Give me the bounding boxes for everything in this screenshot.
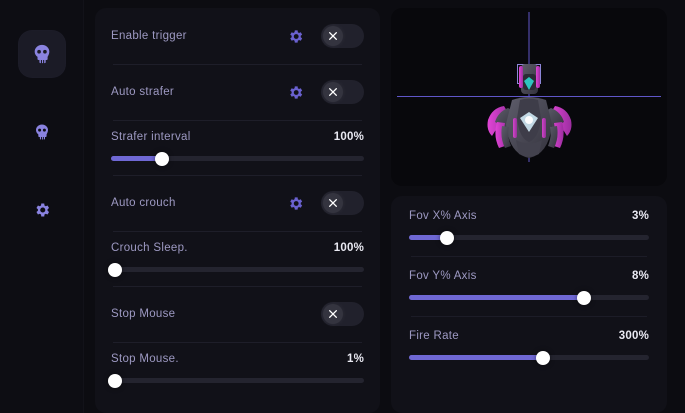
slider-fill — [409, 235, 448, 240]
slider-crouch-sleep: Crouch Sleep. 100% — [107, 231, 364, 286]
slider-header: Stop Mouse. 1% — [111, 353, 364, 365]
setting-label: Enable trigger — [111, 30, 187, 42]
slider-fire-rate: Fire Rate 300% — [409, 316, 649, 376]
settings-panel: Enable trigger — [95, 8, 380, 413]
slider-header: Fov Y% Axis 8% — [409, 270, 649, 282]
slider-fov-x-axis: Fov X% Axis 3% — [409, 196, 649, 256]
slider-header: Fire Rate 300% — [409, 330, 649, 342]
sidebar-item-aimbot[interactable] — [17, 30, 66, 78]
sidebar — [0, 0, 84, 413]
slider-thumb[interactable] — [440, 230, 455, 245]
row-controls — [287, 80, 364, 104]
slider-track[interactable] — [409, 290, 649, 305]
slider-track[interactable] — [111, 151, 364, 166]
slider-label: Fire Rate — [409, 330, 459, 342]
toggle-switch[interactable] — [321, 80, 364, 104]
slider-header: Strafer interval 100% — [111, 131, 364, 143]
toggle-knob — [323, 26, 343, 46]
toggle-switch[interactable] — [321, 191, 364, 215]
toggle-knob — [323, 193, 343, 213]
slider-thumb[interactable] — [107, 262, 122, 277]
slider-value: 3% — [631, 210, 649, 222]
toggle-knob — [323, 82, 343, 102]
toggle-switch[interactable] — [321, 24, 364, 48]
x-icon — [329, 31, 337, 40]
right-column: Fov X% Axis 3% Fov Y% Axis 8% — [391, 8, 667, 413]
slider-value: 8% — [631, 270, 649, 282]
slider-track[interactable] — [409, 230, 649, 245]
slider-thumb[interactable] — [536, 350, 551, 365]
slider-track[interactable] — [107, 373, 364, 388]
content-area: Enable trigger — [84, 0, 685, 413]
gear-icon — [33, 201, 51, 219]
setting-label: Auto strafer — [111, 86, 175, 98]
gear-icon[interactable] — [287, 28, 304, 45]
row-controls — [287, 24, 364, 48]
setting-row-enable-trigger: Enable trigger — [111, 8, 364, 64]
slider-fill — [409, 295, 585, 300]
robot-character — [487, 64, 572, 158]
slider-fill — [111, 156, 162, 161]
skull-icon — [33, 123, 51, 141]
setting-label: Stop Mouse — [111, 308, 176, 320]
slider-header: Crouch Sleep. 100% — [111, 242, 364, 254]
preview-panel — [391, 8, 667, 186]
toggle-knob — [323, 304, 343, 324]
slider-stop-mouse: Stop Mouse. 1% — [107, 342, 364, 397]
sidebar-item-triggerbot[interactable] — [18, 108, 66, 156]
slider-label: Fov Y% Axis — [409, 270, 477, 282]
sidebar-item-settings[interactable] — [18, 186, 66, 234]
gear-icon[interactable] — [287, 195, 304, 212]
slider-thumb[interactable] — [107, 373, 122, 388]
setting-row-stop-mouse: Stop Mouse — [111, 286, 364, 342]
slider-fill — [409, 355, 544, 360]
slider-label: Stop Mouse. — [111, 353, 179, 365]
slider-label: Fov X% Axis — [409, 210, 477, 222]
row-controls — [321, 302, 364, 326]
slider-label: Strafer interval — [111, 131, 191, 143]
slider-header: Fov X% Axis 3% — [409, 210, 649, 222]
x-icon — [329, 199, 337, 207]
skull-icon — [31, 43, 53, 65]
slider-fov-y-axis: Fov Y% Axis 8% — [409, 256, 649, 316]
crosshair-horizontal-line — [397, 96, 661, 97]
slider-value: 1% — [346, 353, 364, 365]
slider-strafer-interval: Strafer interval 100% — [111, 120, 364, 175]
slider-value: 300% — [618, 330, 649, 342]
gear-icon[interactable] — [287, 84, 304, 101]
slider-label: Crouch Sleep. — [111, 242, 188, 254]
toggle-switch[interactable] — [321, 302, 364, 326]
row-controls — [287, 191, 364, 215]
slider-value: 100% — [333, 131, 364, 143]
setting-row-auto-crouch: Auto crouch — [111, 175, 364, 231]
x-icon — [329, 310, 337, 318]
slider-thumb[interactable] — [154, 151, 169, 166]
x-icon — [329, 88, 337, 96]
slider-track[interactable] — [107, 262, 364, 277]
slider-thumb[interactable] — [577, 290, 592, 305]
slider-value: 100% — [333, 242, 364, 254]
slider-track[interactable] — [409, 350, 649, 365]
fov-panel: Fov X% Axis 3% Fov Y% Axis 8% — [391, 196, 667, 413]
setting-label: Auto crouch — [111, 197, 176, 209]
setting-row-auto-strafer: Auto strafer — [111, 64, 364, 120]
